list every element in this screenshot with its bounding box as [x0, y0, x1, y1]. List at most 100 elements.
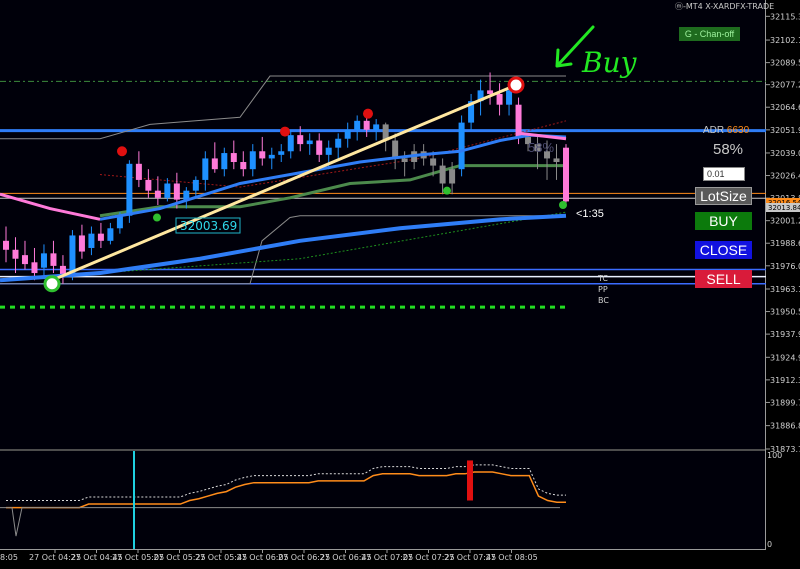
main-chart-area[interactable]	[0, 0, 766, 449]
oscillator-series	[0, 451, 566, 549]
swing-low-marker	[43, 275, 61, 293]
time-tick-label: 27 Oct 06:45	[320, 553, 372, 562]
candle-body	[335, 138, 342, 148]
candle-body	[40, 253, 47, 268]
candle-body	[97, 233, 104, 241]
buy-button[interactable]: BUY	[695, 212, 752, 230]
buy-arrow-icon	[555, 25, 595, 68]
candle-body	[316, 140, 323, 155]
time-tick-label: 27 Oct 08:05	[486, 553, 538, 562]
candle-body	[240, 162, 247, 170]
time-tick-label: 27 Oct 06:25	[278, 553, 330, 562]
bar-countdown: <1:35	[576, 208, 604, 220]
time-tick-label: 27 Oct 05:45	[195, 553, 247, 562]
candle-body	[268, 154, 275, 159]
candle-body	[202, 158, 209, 180]
time-tick-label: 27 Oct 04:45	[71, 553, 123, 562]
price-tick-label: 31924.95	[770, 353, 800, 362]
candle-body	[154, 190, 161, 198]
tc-level-label: TC	[597, 274, 608, 283]
time-tick-label: 27 Oct 06:05	[237, 553, 289, 562]
price-tick-label: 32001.25	[770, 217, 800, 226]
fast-ma-line	[99, 133, 567, 221]
buy-signal-dot	[559, 200, 567, 209]
price-tick-label: 32102.10	[770, 36, 800, 45]
candle-body	[135, 163, 142, 180]
time-tick-label: 27 Oct 07:45	[444, 553, 496, 562]
indicator-min-label: 0	[767, 540, 772, 549]
candle-body	[287, 135, 294, 152]
time-tick-label: 27 Oct 07:05	[361, 553, 413, 562]
candle-body	[306, 140, 313, 145]
time-tick-label: 27 Oct 07:25	[403, 553, 455, 562]
price-tick-label: 31976.05	[770, 262, 800, 271]
candle-body	[221, 153, 228, 170]
price-tick-label: 31899.75	[770, 398, 800, 407]
candle-body	[183, 190, 190, 200]
candle-body	[126, 163, 133, 216]
indicator-max-label: 100	[767, 451, 782, 460]
candle-body	[325, 147, 332, 155]
price-axis-ticks: 32115.35 32102.10 32089.50 32077.20 32064.60…	[766, 12, 800, 454]
candle-body	[553, 158, 560, 163]
sell-button[interactable]: SELL	[695, 270, 752, 288]
price-tick-label: 31912.35	[770, 376, 800, 385]
price-tick-label: 31950.50	[770, 308, 800, 317]
candle-body	[439, 165, 446, 184]
candle-body	[506, 90, 513, 105]
candle-body	[477, 90, 484, 102]
swing-high-marker	[507, 76, 525, 94]
price-tick-label: 31886.80	[770, 422, 800, 431]
channel-lower-line	[0, 215, 566, 285]
lot-size-input[interactable]	[703, 167, 745, 181]
candle-body	[69, 235, 76, 274]
price-tick-label: 32089.50	[770, 59, 800, 68]
candle-body	[392, 140, 399, 159]
candle-body	[230, 153, 237, 163]
candle-body	[145, 179, 152, 191]
secondary-price-tag	[766, 198, 800, 206]
time-tick-label: 27 Oct 04:25	[29, 553, 81, 562]
slow-ma-line	[0, 213, 567, 283]
time-tick-partial: 8:05	[0, 553, 18, 562]
signal-markers	[43, 76, 567, 293]
price-tick-label: 32051.95	[770, 126, 800, 135]
price-callout-box	[175, 217, 241, 234]
indicator-area[interactable]	[0, 451, 766, 549]
candle-body	[525, 136, 532, 145]
candle-body	[458, 122, 465, 170]
sell-signal-dot	[363, 108, 373, 119]
adr-value: 6630	[726, 125, 750, 136]
time-tick-label: 27 Oct 05:05	[112, 553, 164, 562]
candle-body	[50, 253, 57, 266]
moving-averages	[0, 83, 567, 283]
candle-body	[12, 249, 19, 259]
lot-size-button[interactable]: LotSize	[695, 187, 752, 205]
candle-body	[78, 235, 85, 252]
current-price-tag	[766, 203, 800, 212]
candle-body	[3, 240, 9, 250]
window-title: ⓜ-MT4 X-XARDFX-TRADE	[675, 2, 774, 11]
candle-body	[259, 151, 266, 159]
pink-ma-end	[519, 131, 567, 141]
price-callout: 32003.69	[180, 219, 237, 233]
candle-body	[211, 158, 218, 170]
sell-signal-dot	[117, 146, 127, 157]
candle-body	[354, 120, 361, 130]
buy-annotation-text: Buy	[581, 46, 638, 79]
candle-body	[88, 233, 95, 248]
pink-ma-line	[0, 192, 101, 221]
sell-signal-dot	[280, 126, 290, 137]
candle-body	[31, 262, 38, 274]
oscillator-grey-line	[0, 507, 560, 537]
candle-body	[363, 120, 370, 130]
price-tick-label: 32039.05	[770, 149, 800, 158]
close-button[interactable]: CLOSE	[695, 241, 752, 259]
price-tick-label: 32064.60	[770, 103, 800, 112]
candle-body	[344, 129, 351, 139]
channel-indicator-badge[interactable]: G - Chan-off	[679, 27, 740, 41]
candle-body	[278, 151, 285, 155]
price-tick-label: 32077.20	[770, 81, 800, 90]
